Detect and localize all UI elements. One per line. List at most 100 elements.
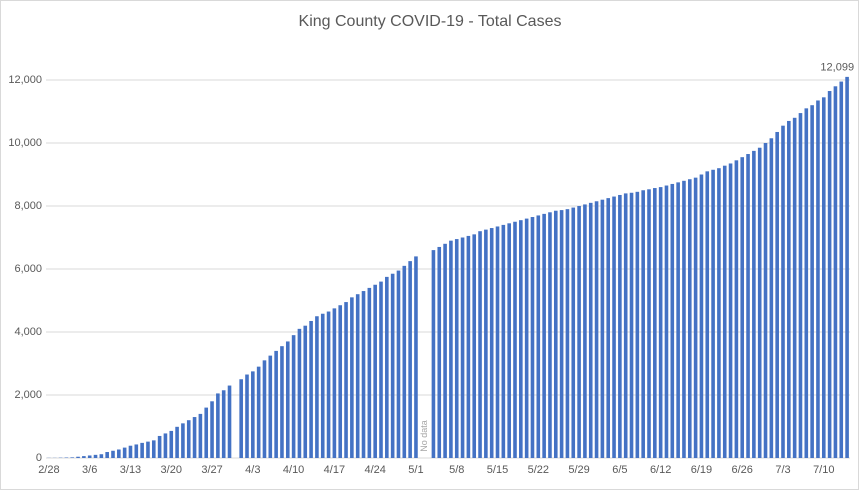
bar bbox=[117, 449, 121, 458]
bar bbox=[653, 188, 657, 459]
bar bbox=[746, 154, 750, 458]
bar bbox=[618, 194, 622, 458]
bar bbox=[402, 265, 407, 458]
bar bbox=[320, 313, 325, 458]
bar bbox=[70, 457, 75, 458]
bar bbox=[757, 147, 762, 458]
bar bbox=[787, 120, 791, 458]
bar bbox=[833, 86, 838, 459]
annotation: No data bbox=[419, 420, 429, 452]
bar bbox=[111, 450, 115, 458]
bar bbox=[181, 423, 185, 458]
bar bbox=[827, 91, 832, 459]
bar bbox=[466, 235, 471, 458]
bar bbox=[769, 138, 774, 458]
bar bbox=[315, 316, 319, 458]
bar bbox=[373, 284, 377, 458]
bar bbox=[274, 350, 278, 458]
x-tick-label: 2/28 bbox=[38, 464, 59, 476]
bar bbox=[722, 165, 727, 458]
bar bbox=[583, 204, 587, 458]
bar bbox=[210, 401, 214, 458]
y-tick-label: 0 bbox=[36, 452, 42, 464]
bar bbox=[734, 160, 739, 458]
bar bbox=[682, 180, 686, 459]
bar bbox=[169, 430, 174, 458]
bar bbox=[99, 454, 104, 458]
bar bbox=[600, 199, 605, 458]
bar bbox=[82, 456, 86, 458]
bar bbox=[792, 117, 797, 459]
bar bbox=[332, 308, 337, 458]
bar bbox=[338, 305, 343, 458]
bar bbox=[676, 182, 680, 458]
bar bbox=[647, 189, 651, 458]
bar bbox=[775, 131, 779, 458]
bar bbox=[367, 287, 372, 458]
x-tick-label: 4/3 bbox=[245, 464, 260, 476]
bar bbox=[151, 440, 156, 458]
bar bbox=[268, 355, 273, 458]
bar bbox=[752, 150, 756, 458]
bar bbox=[76, 456, 80, 458]
x-tick-label: 6/26 bbox=[732, 464, 753, 476]
bar bbox=[478, 231, 482, 458]
bar bbox=[623, 193, 628, 458]
y-tick-label: 8,000 bbox=[14, 200, 42, 212]
bar bbox=[140, 442, 144, 458]
bar bbox=[839, 81, 844, 458]
bar bbox=[431, 250, 436, 458]
bar bbox=[163, 433, 168, 458]
bar bbox=[443, 243, 447, 458]
bar bbox=[658, 187, 663, 458]
bar bbox=[93, 454, 98, 458]
bar bbox=[821, 97, 826, 458]
bar bbox=[414, 256, 418, 458]
x-tick-label: 5/1 bbox=[408, 464, 423, 476]
bar bbox=[239, 379, 243, 458]
bar bbox=[484, 229, 488, 458]
bar bbox=[804, 108, 809, 458]
bar bbox=[280, 346, 284, 458]
x-tick-label: 5/8 bbox=[449, 464, 464, 476]
bar bbox=[553, 210, 558, 458]
bar bbox=[670, 183, 675, 458]
bar bbox=[122, 447, 127, 458]
bar bbox=[699, 174, 704, 458]
bar bbox=[309, 320, 313, 458]
y-tick-label: 4,000 bbox=[14, 326, 42, 338]
bar bbox=[186, 420, 191, 458]
bar bbox=[489, 228, 494, 458]
bar bbox=[87, 455, 92, 458]
x-tick-label: 3/27 bbox=[201, 464, 222, 476]
bar bbox=[390, 273, 395, 458]
bar bbox=[134, 444, 139, 458]
bar bbox=[396, 270, 401, 458]
bar bbox=[350, 297, 354, 458]
bar bbox=[344, 302, 348, 458]
bar bbox=[437, 246, 442, 458]
bar bbox=[495, 226, 500, 458]
y-tick-label: 2,000 bbox=[14, 389, 42, 401]
bar bbox=[705, 171, 710, 458]
bar bbox=[588, 202, 593, 458]
y-tick-label: 6,000 bbox=[14, 263, 42, 275]
bar bbox=[711, 169, 715, 458]
bar bbox=[542, 213, 546, 458]
bar bbox=[128, 445, 133, 458]
bar bbox=[717, 168, 721, 458]
bar bbox=[146, 441, 150, 458]
bar bbox=[355, 294, 360, 458]
bar bbox=[798, 113, 803, 458]
bar bbox=[204, 407, 209, 458]
x-tick-label: 4/24 bbox=[364, 464, 385, 476]
bar bbox=[781, 125, 785, 459]
bar bbox=[559, 210, 564, 458]
x-tick-label: 3/13 bbox=[120, 464, 141, 476]
bar bbox=[198, 413, 203, 458]
bar bbox=[740, 157, 745, 459]
x-tick-label: 7/3 bbox=[775, 464, 790, 476]
x-tick-label: 4/17 bbox=[324, 464, 345, 476]
bar bbox=[612, 196, 616, 459]
bar bbox=[763, 143, 768, 458]
